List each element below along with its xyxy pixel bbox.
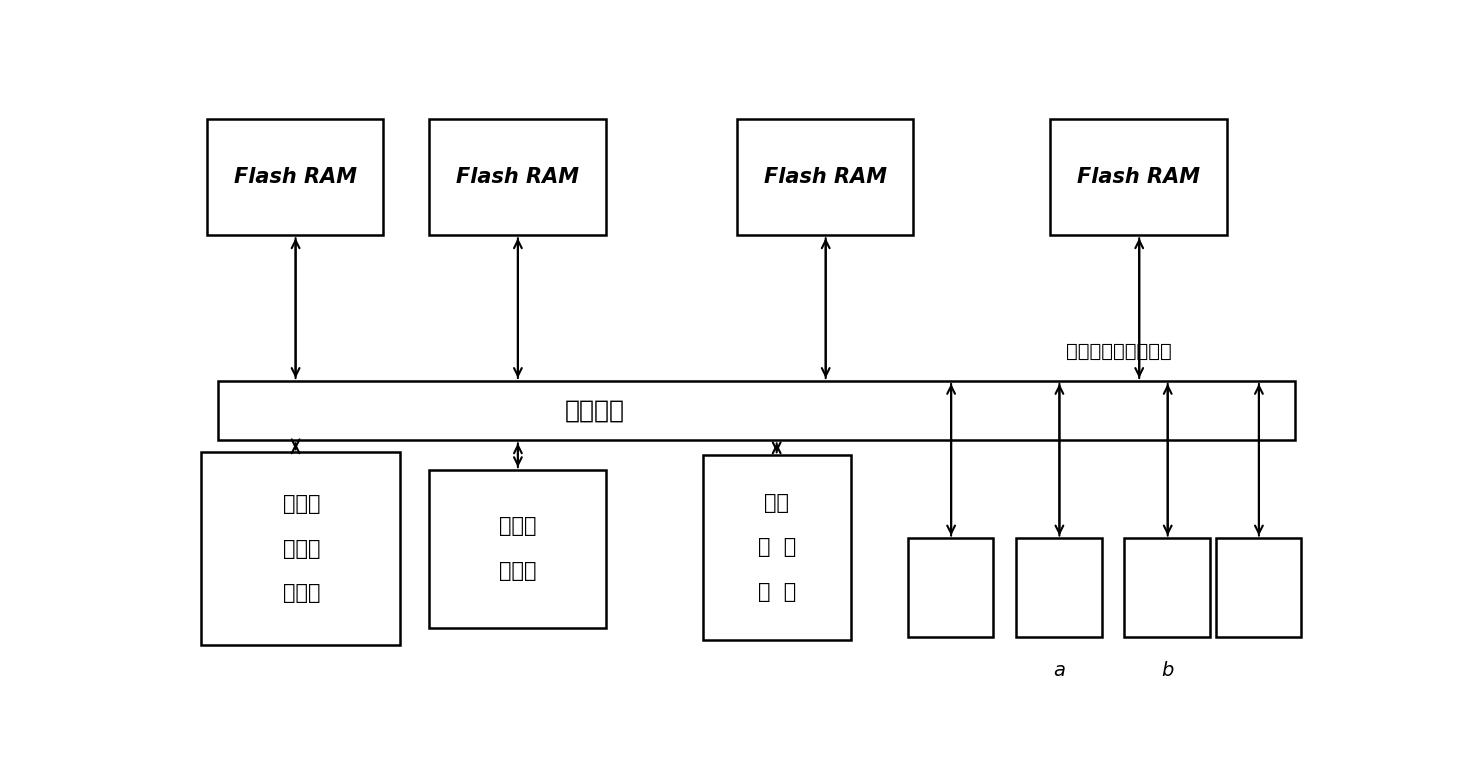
- Bar: [1124, 539, 1209, 637]
- Text: Flash RAM: Flash RAM: [763, 168, 887, 188]
- Bar: [1016, 539, 1102, 637]
- Text: 路由功: 路由功: [282, 539, 321, 559]
- Bar: [1050, 120, 1227, 235]
- Bar: [206, 120, 384, 235]
- Text: 转  发: 转 发: [758, 582, 796, 602]
- Text: Flash RAM: Flash RAM: [1077, 168, 1200, 188]
- Text: a: a: [1053, 661, 1065, 680]
- Text: 能器件: 能器件: [282, 494, 321, 514]
- Text: 交换总线: 交换总线: [565, 398, 625, 422]
- Bar: [430, 470, 606, 628]
- Text: 交换机输入输出端口: 交换机输入输出端口: [1066, 342, 1171, 361]
- Text: Flash RAM: Flash RAM: [456, 168, 578, 188]
- Text: 能器件: 能器件: [499, 516, 537, 537]
- Text: 功  能: 功 能: [758, 537, 796, 557]
- Text: 控制功: 控制功: [499, 561, 537, 581]
- Text: 网络层: 网络层: [282, 583, 321, 603]
- Text: Flash RAM: Flash RAM: [234, 168, 356, 188]
- Text: 器件: 器件: [765, 493, 788, 513]
- Bar: [218, 381, 1296, 440]
- Text: b: b: [1162, 661, 1174, 680]
- Bar: [202, 452, 400, 645]
- Bar: [737, 120, 913, 235]
- Bar: [703, 455, 850, 639]
- Bar: [430, 120, 606, 235]
- Bar: [1215, 539, 1300, 637]
- Bar: [908, 539, 993, 637]
